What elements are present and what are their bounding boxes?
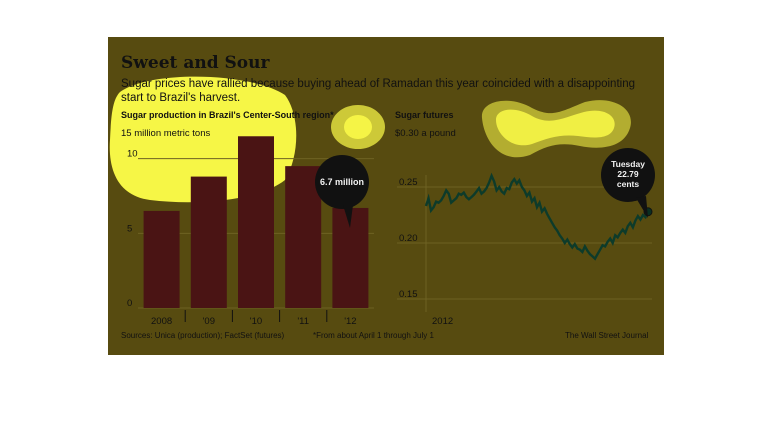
production-x-tick-label: '09 — [203, 316, 215, 327]
production-bar — [238, 136, 274, 308]
futures-x-label: 2012 — [432, 316, 453, 327]
production-chart-unit: 15 million metric tons — [121, 128, 211, 139]
footer-footnote: *From about April 1 through July 1 — [313, 331, 434, 340]
production-y-tick-label: 5 — [127, 223, 132, 234]
futures-chart-title: Sugar futures — [395, 110, 454, 120]
production-y-tick-label: 0 — [127, 298, 132, 309]
bar-callout-label: 6.7 million — [320, 177, 364, 187]
futures-line — [424, 172, 650, 261]
futures-callout-line3: cents — [617, 179, 639, 189]
futures-y-tick-label: 0.25 — [399, 177, 418, 188]
production-bar — [143, 210, 180, 308]
production-y-tick-label: 10 — [127, 149, 138, 160]
production-x-tick-label: 2008 — [151, 316, 172, 327]
futures-callout: Tuesday 22.79 cents — [601, 148, 655, 218]
production-x-tick-label: '12 — [344, 316, 356, 327]
production-x-tick-label: '11 — [297, 316, 309, 327]
futures-callout-line1: Tuesday — [611, 159, 645, 169]
futures-y-tick-label: 0.15 — [399, 289, 418, 300]
futures-y-tick-label: 0.20 — [399, 233, 418, 244]
page-title: Sweet and Sour — [121, 53, 270, 73]
futures-chart-unit: $0.30 a pound — [395, 128, 456, 139]
production-chart-title: Sugar production in Brazil's Center-Sout… — [121, 110, 334, 120]
production-bar — [285, 166, 322, 308]
futures-callout-line2: 22.79 — [617, 169, 639, 179]
bar-callout: 6.7 million — [315, 155, 369, 228]
highlight-blob-dot-core — [344, 115, 372, 139]
production-bar — [190, 176, 227, 308]
highlight-blob-right-core — [496, 109, 615, 146]
production-x-tick-label: '10 — [250, 316, 262, 327]
footer-credit: The Wall Street Journal — [565, 331, 649, 340]
footer-sources: Sources: Unica (production); FactSet (fu… — [121, 331, 285, 340]
page-subtitle: Sugar prices have rallied because buying… — [121, 78, 635, 104]
